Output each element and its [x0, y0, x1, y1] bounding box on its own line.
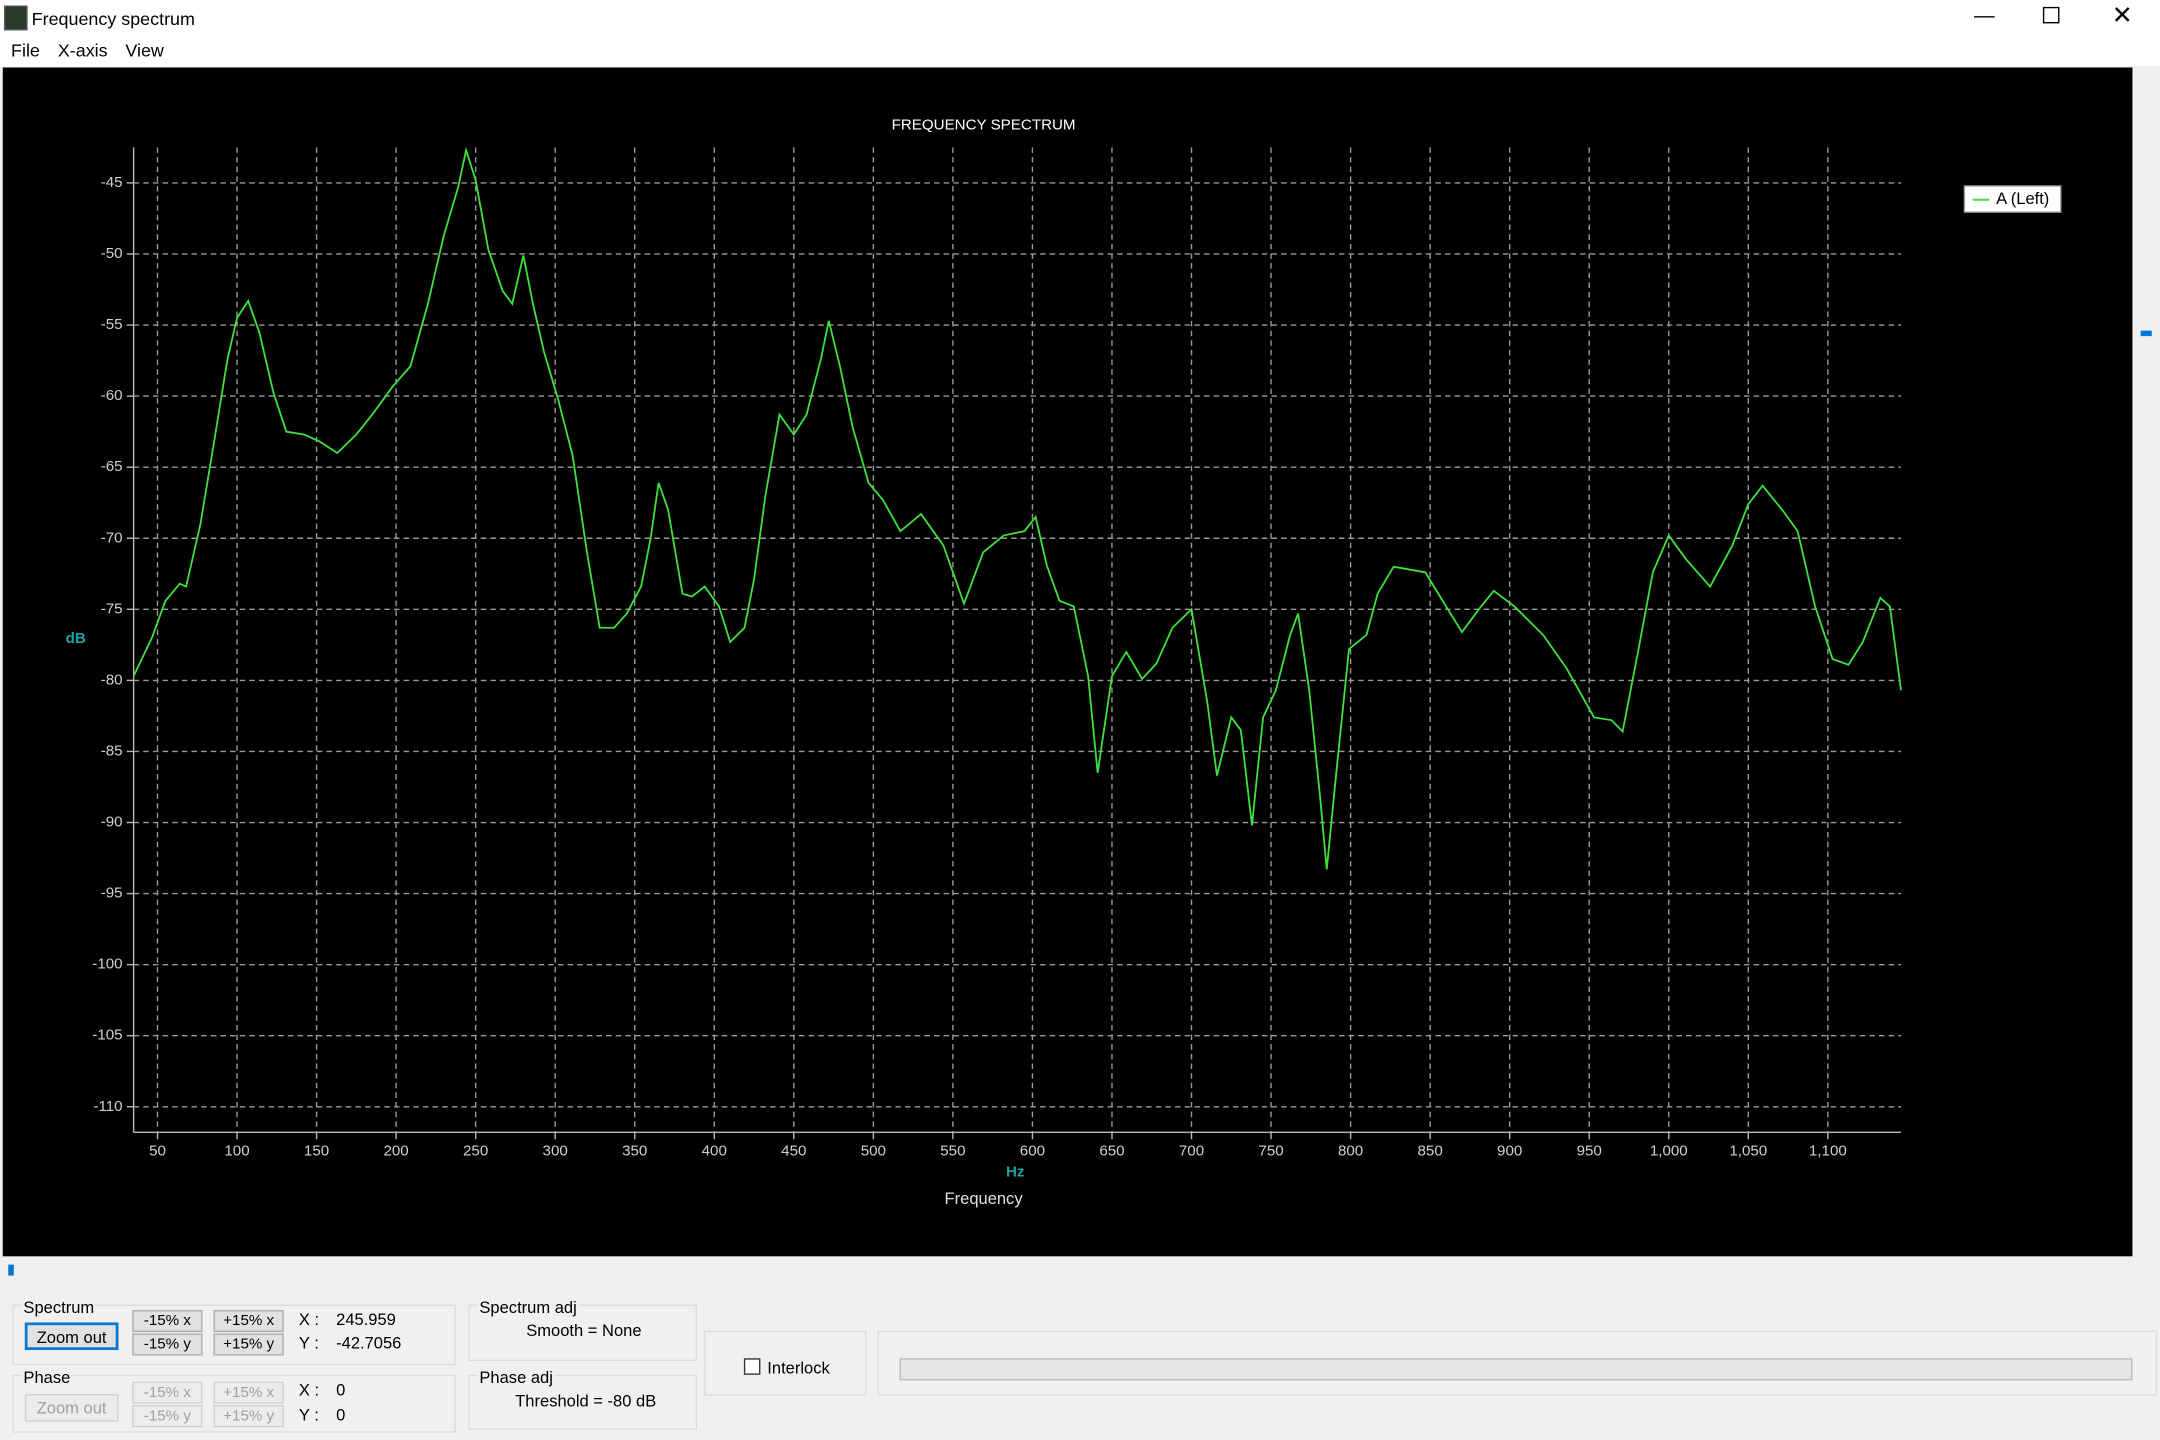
zoom-button[interactable]: -15% x — [132, 1381, 203, 1404]
menu-item[interactable]: X-axis — [57, 39, 108, 61]
x-tick-label: 700 — [1179, 1143, 1204, 1160]
y-tick-label: -50 — [101, 245, 123, 262]
minimize-button[interactable]: — — [1974, 4, 1995, 28]
menu-item[interactable]: File — [11, 39, 40, 61]
spectrum-adj-group: Spectrum adj — [468, 1297, 698, 1362]
x-tick-label: 450 — [781, 1143, 806, 1160]
y-tick-label: -100 — [92, 956, 122, 973]
y-tick-label: -105 — [92, 1027, 122, 1044]
x-tick-label: 150 — [304, 1143, 329, 1160]
zoom-out-button[interactable]: Zoom out — [24, 1322, 119, 1350]
x-tick-label: 1,100 — [1809, 1143, 1847, 1160]
phase-adj-group: Phase adj — [468, 1367, 698, 1430]
zoom-button[interactable]: -15% y — [132, 1333, 203, 1356]
window-title: Frequency spectrum — [31, 8, 195, 29]
x-value: 0 — [336, 1380, 346, 1400]
x-tick-label: 1,000 — [1650, 1143, 1688, 1160]
chart-background — [2, 67, 2133, 1257]
legend-label: A (Left) — [1996, 189, 2049, 208]
horizontal-scrollbar[interactable] — [2, 1263, 2133, 1279]
progress-group — [877, 1330, 2158, 1396]
zoom-button[interactable]: +15% y — [213, 1333, 284, 1356]
zoom-button[interactable]: -15% x — [132, 1310, 203, 1333]
scroll-thumb[interactable] — [8, 1264, 14, 1276]
x-value: 245.959 — [336, 1310, 396, 1330]
y-tick-label: -90 — [101, 814, 123, 831]
y-label: Y : — [298, 1405, 319, 1425]
x-tick-label: 1,050 — [1729, 1143, 1767, 1160]
interlock-group — [703, 1330, 867, 1396]
x-tick-label: 350 — [622, 1143, 647, 1160]
y-tick-label: -70 — [101, 529, 123, 546]
y-tick-label: -95 — [101, 885, 123, 902]
x-tick-label: 250 — [463, 1143, 488, 1160]
interlock-label[interactable]: Interlock — [767, 1358, 830, 1378]
zoom-button[interactable]: +15% x — [213, 1381, 284, 1404]
smooth-setting: Smooth = None — [526, 1321, 642, 1341]
x-axis-unit: Hz — [1006, 1163, 1025, 1180]
progress-bar — [899, 1358, 2133, 1381]
restore-button[interactable] — [2042, 6, 2060, 24]
spectrum-group: Spectrum — [12, 1297, 456, 1366]
zoom-button[interactable]: +15% y — [213, 1405, 284, 1428]
close-button[interactable]: ✕ — [2111, 1, 2133, 29]
x-tick-label: 750 — [1258, 1143, 1283, 1160]
x-tick-label: 650 — [1099, 1143, 1124, 1160]
y-tick-label: -45 — [101, 174, 123, 191]
x-tick-label: 800 — [1338, 1143, 1363, 1160]
title-bar — [0, 0, 2160, 36]
y-tick-label: -65 — [101, 458, 123, 475]
x-tick-label: 950 — [1577, 1143, 1602, 1160]
menu-bar — [0, 35, 2160, 67]
y-tick-label: -110 — [93, 1098, 122, 1115]
interlock-checkbox[interactable] — [743, 1358, 761, 1375]
y-tick-label: -60 — [101, 387, 123, 404]
y-tick-label: -55 — [101, 316, 123, 333]
x-tick-label: 300 — [543, 1143, 568, 1160]
group-label: Phase adj — [478, 1367, 555, 1388]
y-axis-label: dB — [66, 630, 86, 647]
y-tick-label: -85 — [101, 742, 123, 759]
threshold-setting: Threshold = -80 dB — [515, 1391, 657, 1411]
zoom-button[interactable]: +15% x — [213, 1310, 284, 1333]
scroll-thumb[interactable] — [2140, 330, 2152, 337]
group-label: Spectrum — [22, 1297, 96, 1317]
vertical-scrollbar[interactable] — [2135, 67, 2158, 1261]
x-tick-label: 50 — [149, 1143, 166, 1160]
x-tick-label: 100 — [224, 1143, 249, 1160]
x-tick-label: 900 — [1497, 1143, 1522, 1160]
x-tick-label: 200 — [383, 1143, 408, 1160]
x-label: X : — [298, 1380, 320, 1400]
x-tick-label: 400 — [702, 1143, 727, 1160]
y-value: -42.7056 — [336, 1333, 402, 1353]
y-tick-label: -75 — [101, 600, 123, 617]
zoom-out-button[interactable]: Zoom out — [24, 1394, 119, 1422]
x-label: X : — [298, 1310, 320, 1330]
group-label: Phase — [22, 1367, 72, 1388]
x-tick-label: 500 — [861, 1143, 886, 1160]
app-icon — [4, 5, 28, 31]
menu-item[interactable]: View — [125, 39, 164, 61]
zoom-button[interactable]: -15% y — [132, 1405, 203, 1428]
y-tick-label: -80 — [101, 671, 123, 688]
x-tick-label: 550 — [940, 1143, 965, 1160]
phase-group: Phase — [12, 1367, 456, 1433]
x-tick-label: 850 — [1418, 1143, 1443, 1160]
y-value: 0 — [336, 1405, 346, 1425]
x-tick-label: 600 — [1020, 1143, 1045, 1160]
spectrum-line — [132, 146, 1902, 870]
x-axis-label: Frequency — [945, 1189, 1024, 1208]
chart: FREQUENCY SPECTRUM dB Hz Frequency A (Le… — [2, 67, 2158, 1279]
chart-title: FREQUENCY SPECTRUM — [892, 116, 1076, 133]
y-label: Y : — [298, 1333, 319, 1353]
group-label: Spectrum adj — [478, 1297, 579, 1317]
